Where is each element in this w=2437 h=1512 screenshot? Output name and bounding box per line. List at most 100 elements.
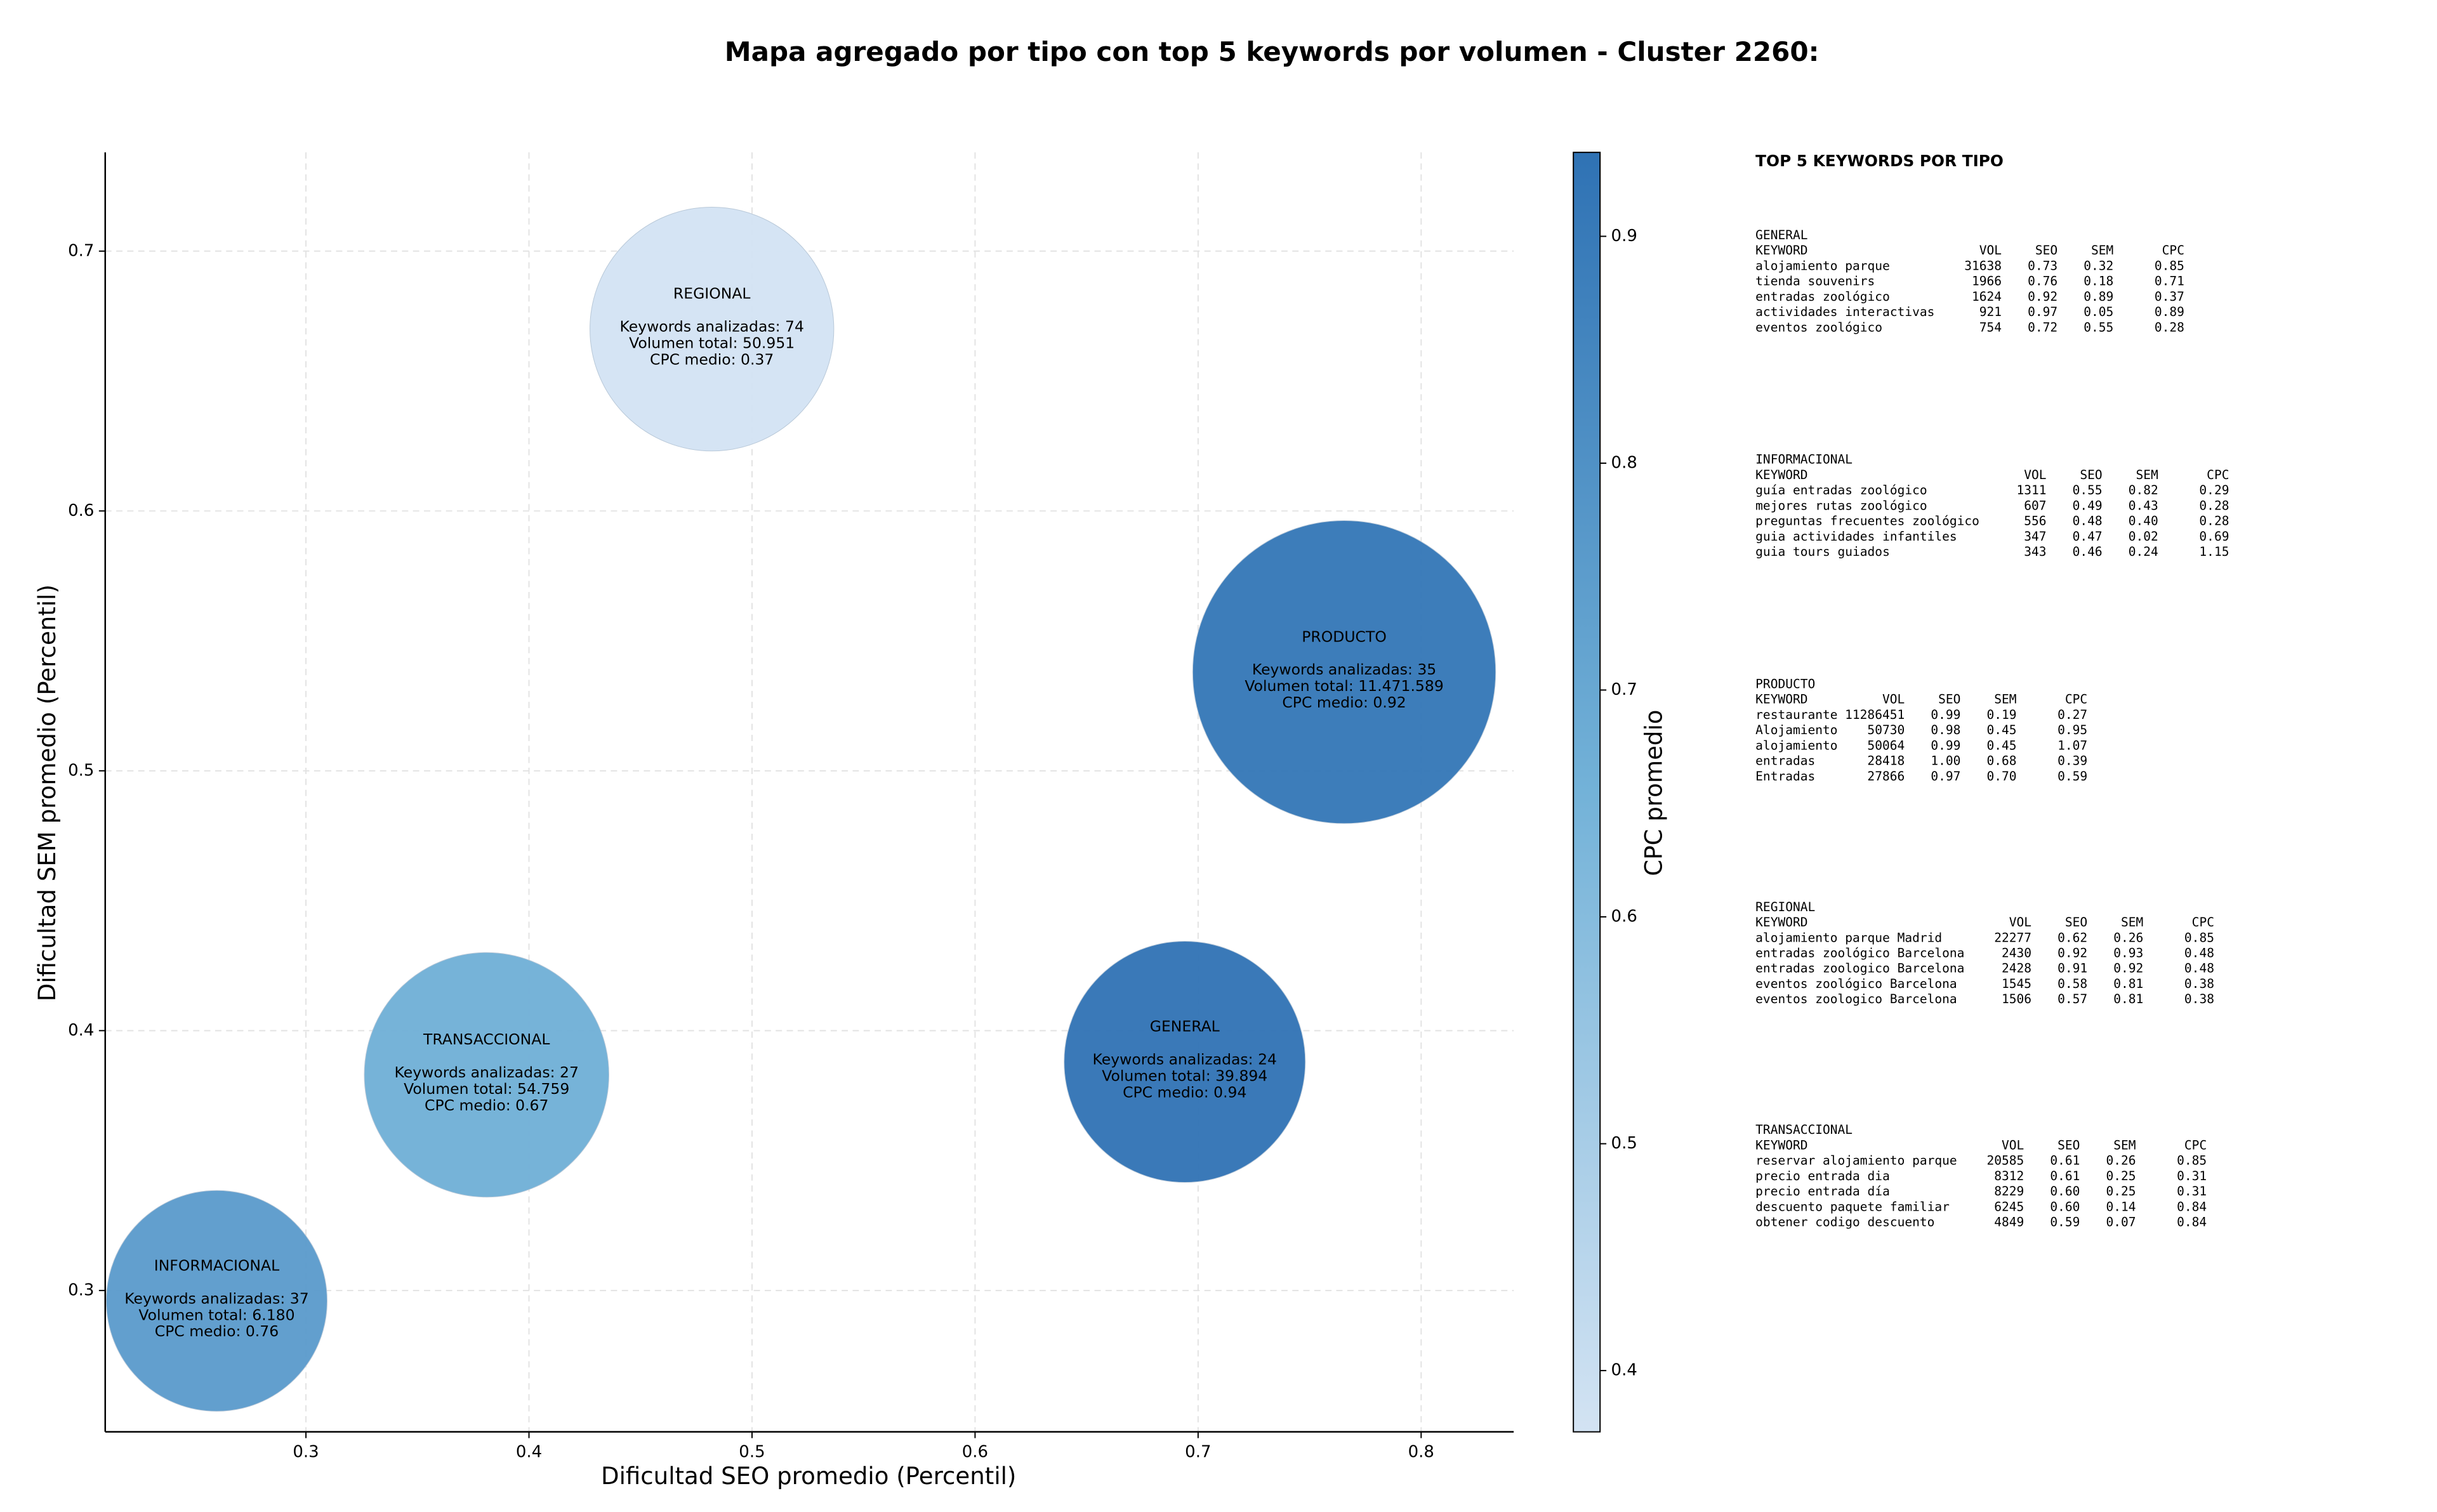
- bubble-detail: Keywords analizadas: 24: [1093, 1051, 1277, 1068]
- y-tick-label: 0.3: [68, 1280, 94, 1299]
- table-cell: 754: [1979, 320, 2002, 334]
- colorbar-tick-label: 0.7: [1611, 680, 1637, 699]
- y-axis-label: Dificultad SEM promedio (Percentil): [34, 584, 61, 1001]
- bubble-detail: CPC medio: 0.67: [425, 1096, 548, 1114]
- bubble-detail: Keywords analizadas: 74: [619, 318, 803, 336]
- table-cell: 556: [2024, 514, 2046, 529]
- table-cell: 0.59: [2057, 769, 2087, 784]
- y-tick-label: 0.6: [68, 501, 94, 520]
- bubble-detail: Volumen total: 50.951: [629, 334, 795, 352]
- table-cell: restaurante: [1755, 707, 1837, 722]
- table-cell: 0.45: [1986, 723, 2016, 737]
- table-cell: 0.89: [2155, 305, 2184, 319]
- table-cell: actividades interactivas: [1755, 305, 1934, 319]
- table-cell: Alojamiento: [1755, 723, 1837, 737]
- table-cell: 0.40: [2129, 514, 2158, 529]
- table-cell: 0.93: [2113, 946, 2143, 961]
- bubble-name: REGIONAL: [673, 285, 751, 303]
- column-header: SEO: [1938, 692, 1960, 707]
- table-cell: 0.97: [1931, 769, 1960, 784]
- table-cell: entradas zoológico: [1755, 289, 1890, 304]
- table-cell: 0.61: [2050, 1154, 2080, 1168]
- table-cell: 0.31: [2177, 1184, 2207, 1199]
- table-cell: 20585: [1986, 1154, 2024, 1168]
- x-tick-label: 0.5: [739, 1442, 765, 1461]
- bubble-detail: CPC medio: 0.76: [155, 1322, 279, 1340]
- table-cell: 0.71: [2155, 274, 2184, 289]
- bubble-detail: CPC medio: 0.94: [1123, 1083, 1246, 1101]
- table-cell: 0.72: [2028, 320, 2057, 334]
- x-tick-label: 0.4: [516, 1442, 542, 1461]
- table-cell: mejores rutas zoológico: [1755, 498, 1927, 513]
- table-cell: 0.98: [1931, 723, 1960, 737]
- column-header: KEYWORD: [1755, 468, 1807, 482]
- bubble-detail: Volumen total: 11.471.589: [1245, 677, 1443, 695]
- table-cell: 0.69: [2199, 529, 2229, 544]
- table-cell: Entradas: [1755, 769, 1815, 784]
- table-cell: descuento paquete familiar: [1755, 1199, 1950, 1214]
- table-cell: 0.05: [2084, 305, 2113, 319]
- table-cell: 0.24: [2129, 544, 2158, 559]
- column-header: CPC: [2184, 1138, 2207, 1152]
- table-cell: 0.57: [2057, 992, 2087, 1006]
- table-cell: 1.07: [2057, 738, 2087, 753]
- table-cell: 0.97: [2028, 305, 2057, 319]
- table-cell: 0.26: [2106, 1154, 2136, 1168]
- table-cell: 0.19: [1986, 707, 2016, 722]
- table-cell: 2428: [2002, 961, 2031, 976]
- table-cell: alojamiento parque Madrid: [1755, 930, 1942, 945]
- column-header: KEYWORD: [1755, 915, 1807, 930]
- colorbar-label: CPC promedio: [1640, 710, 1667, 876]
- table-cell: 0.32: [2084, 258, 2113, 273]
- table-cell: 0.89: [2084, 289, 2113, 304]
- table-cell: 0.18: [2084, 274, 2113, 289]
- table-cell: 1966: [1972, 274, 2002, 289]
- bubble-detail: Volumen total: 39.894: [1102, 1067, 1267, 1084]
- chart-title: Mapa agregado por tipo con top 5 keyword…: [725, 36, 1819, 67]
- table-cell: guía entradas zoológico: [1755, 483, 1927, 497]
- table-cell: 0.84: [2177, 1215, 2207, 1230]
- table-cell: 347: [2024, 529, 2046, 544]
- table-cell: 0.92: [2113, 961, 2143, 976]
- column-header: SEO: [2057, 1138, 2080, 1152]
- table-cell: 0.70: [1986, 769, 2016, 784]
- table-cell: 0.48: [2184, 961, 2214, 976]
- y-tick-label: 0.5: [68, 761, 94, 780]
- bubbles: [105, 206, 1496, 1412]
- bubble-detail: CPC medio: 0.37: [650, 351, 774, 369]
- table-cell: 343: [2024, 544, 2046, 559]
- colorbar-tick-label: 0.9: [1611, 227, 1637, 246]
- table-cell: 0.55: [2084, 320, 2113, 334]
- table-cell: 0.60: [2050, 1199, 2080, 1214]
- section-name: GENERAL: [1755, 228, 1807, 242]
- column-header: SEM: [2113, 1138, 2136, 1152]
- table-cell: 0.25: [2106, 1169, 2136, 1183]
- table-cell: 50730: [1867, 723, 1905, 737]
- table-cell: 31638: [1964, 258, 2002, 273]
- x-tick-label: 0.3: [293, 1442, 319, 1461]
- bubble: [105, 1190, 327, 1412]
- bubble-detail: Keywords analizadas: 37: [124, 1289, 308, 1307]
- table-cell: 2430: [2002, 946, 2031, 961]
- table-cell: 0.07: [2106, 1215, 2136, 1230]
- column-header: CPC: [2162, 243, 2184, 258]
- table-cell: 4849: [1994, 1215, 2024, 1230]
- column-header: SEM: [2121, 915, 2143, 930]
- table-cell: 1624: [1972, 289, 2002, 304]
- column-header: KEYWORD: [1755, 243, 1807, 258]
- table-cell: 0.48: [2184, 946, 2214, 961]
- bubble: [1192, 520, 1496, 824]
- column-header: SEO: [2080, 468, 2102, 482]
- table-cell: 0.02: [2129, 529, 2158, 544]
- table-cell: 0.99: [1931, 707, 1960, 722]
- table-cell: 22277: [1994, 930, 2031, 945]
- table-cell: 607: [2024, 498, 2046, 513]
- x-tick-label: 0.8: [1408, 1442, 1434, 1461]
- table-cell: 1.15: [2199, 544, 2229, 559]
- column-header: VOL: [2024, 468, 2046, 482]
- bubble-name: PRODUCTO: [1302, 628, 1387, 645]
- table-cell: 0.28: [2155, 320, 2184, 334]
- column-header: VOL: [1882, 692, 1905, 707]
- column-header: SEM: [2091, 243, 2113, 258]
- table-cell: guia actividades infantiles: [1755, 529, 1957, 544]
